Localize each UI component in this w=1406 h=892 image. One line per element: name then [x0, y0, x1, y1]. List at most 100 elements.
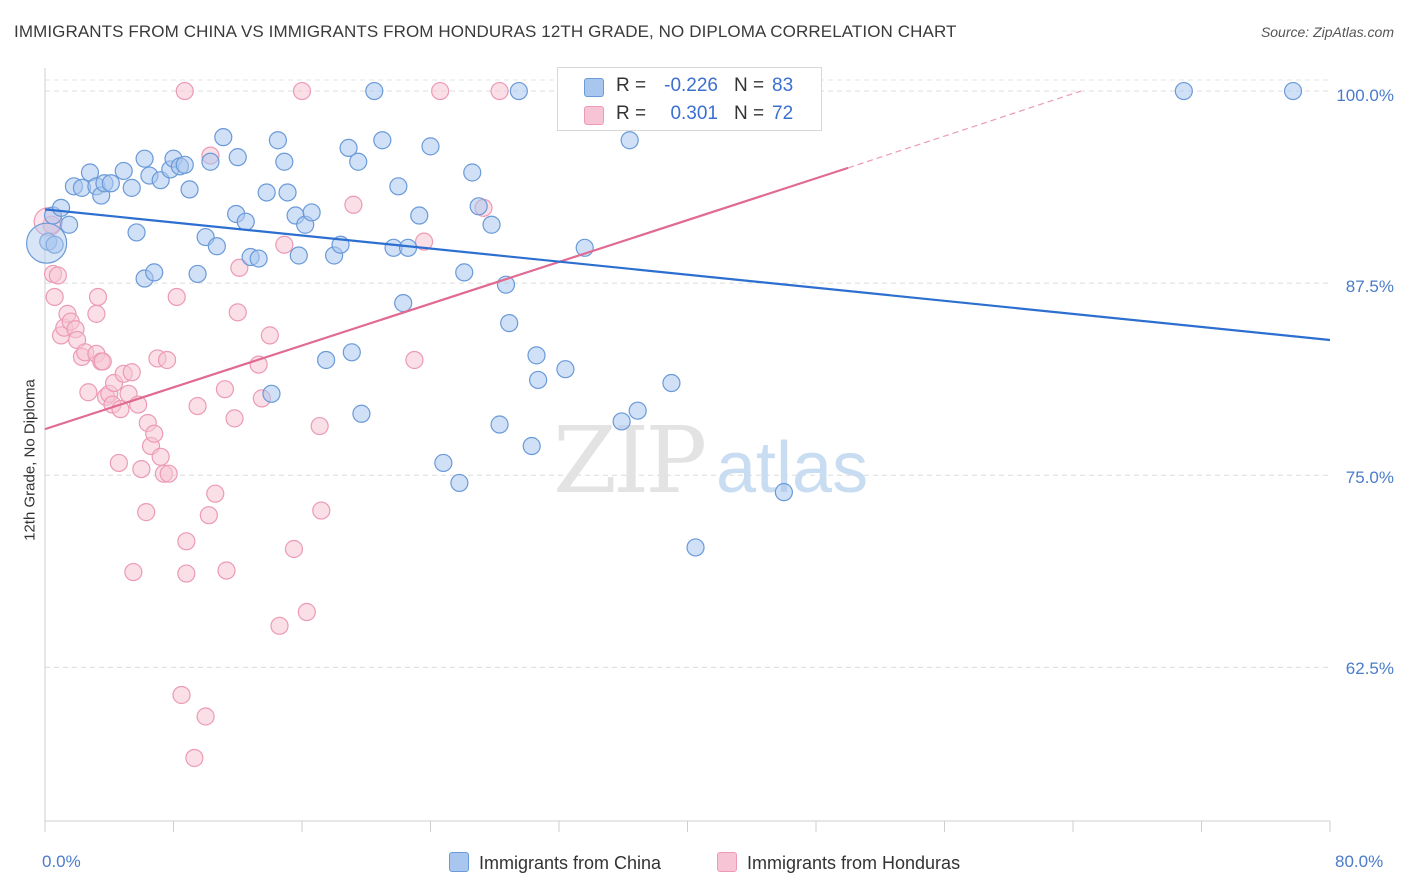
legend-item-china[interactable]: Immigrants from China — [449, 852, 661, 874]
china-swatch — [584, 78, 604, 97]
china-points — [26, 81, 1303, 557]
watermark-zip: ZIP — [553, 407, 704, 514]
honduras-point — [87, 304, 106, 323]
honduras-r-value: 0.301 — [670, 103, 718, 124]
y-tick-label: 75.0% — [1345, 468, 1394, 487]
china-point — [434, 453, 453, 473]
honduras-n-value: 72 — [772, 103, 794, 124]
legend-item-honduras[interactable]: Immigrants from Honduras — [717, 852, 960, 874]
china-point — [394, 294, 413, 313]
r-label: R = — [616, 103, 647, 124]
honduras-point — [122, 363, 141, 382]
honduras-point — [344, 195, 363, 214]
china-point — [450, 473, 469, 493]
r-label: R = — [616, 75, 647, 96]
china-n-value: 83 — [772, 75, 794, 96]
china-point — [289, 246, 308, 265]
x-tick-label-max: 80.0% — [1335, 852, 1384, 871]
y-tick-label: 100.0% — [1336, 86, 1394, 105]
china-point — [455, 263, 474, 282]
honduras-point — [270, 616, 289, 635]
china-r-value: -0.226 — [664, 75, 718, 96]
honduras-trend-line — [44, 166, 849, 431]
china-point — [500, 313, 519, 333]
legend-label-honduras: Immigrants from Honduras — [747, 853, 961, 873]
china-point — [349, 152, 368, 171]
grid-lines — [45, 79, 1330, 668]
honduras-point — [297, 602, 316, 622]
y-tick-label: 87.5% — [1345, 277, 1394, 296]
china-point — [122, 178, 141, 197]
china-point — [214, 128, 233, 147]
china-point — [612, 412, 631, 431]
honduras-point — [157, 350, 177, 370]
china-point — [620, 131, 639, 150]
honduras-point — [151, 447, 170, 466]
china-point — [686, 538, 705, 557]
honduras-point — [260, 326, 279, 345]
china-point — [662, 373, 681, 393]
honduras-point — [275, 235, 294, 254]
honduras-point — [431, 81, 450, 101]
china-point — [278, 183, 297, 202]
honduras-point — [93, 352, 112, 371]
n-label: N = — [734, 75, 765, 96]
china-point — [421, 137, 440, 156]
china-point — [365, 81, 384, 101]
watermark: ZIP atlas — [553, 407, 868, 514]
honduras-point — [137, 503, 156, 522]
trend-lines — [44, 90, 1331, 431]
honduras-point — [167, 287, 186, 307]
honduras-point — [490, 81, 509, 101]
china-point — [339, 138, 358, 158]
china-point — [509, 81, 528, 101]
honduras-trend-extension — [847, 90, 1082, 169]
honduras-point — [79, 383, 98, 402]
china-point — [135, 149, 154, 168]
honduras-point — [109, 453, 128, 473]
honduras-point — [217, 561, 236, 580]
honduras-point — [175, 81, 194, 101]
china-point — [236, 212, 255, 231]
legend-label-china: Immigrants from China — [479, 853, 662, 873]
honduras-point — [225, 409, 244, 428]
china-point — [1283, 81, 1303, 101]
china-point — [410, 206, 429, 225]
china-point — [529, 370, 548, 390]
china-point — [145, 263, 164, 282]
stats-legend: R = -0.226 N = 83 R = 0.301 N = 72 — [557, 67, 822, 131]
honduras-point — [185, 748, 204, 768]
china-point — [527, 346, 546, 365]
china-point — [490, 415, 509, 434]
honduras-point — [172, 685, 191, 705]
china-point — [352, 404, 371, 423]
china-point — [1174, 81, 1193, 101]
china-point — [556, 360, 575, 379]
honduras-point — [88, 287, 108, 307]
honduras-point — [228, 303, 247, 322]
china-point — [175, 155, 194, 174]
china-swatch — [449, 852, 469, 872]
honduras-point — [145, 424, 164, 443]
china-point — [45, 235, 64, 254]
honduras-point — [45, 287, 64, 307]
honduras-point — [48, 266, 67, 285]
honduras-swatch — [584, 106, 604, 125]
honduras-point — [177, 532, 196, 551]
x-tick-label-min: 0.0% — [42, 852, 81, 871]
honduras-point — [188, 396, 207, 416]
china-point — [628, 401, 647, 420]
china-point — [201, 152, 220, 171]
china-point — [373, 131, 392, 150]
china-point — [316, 350, 336, 370]
honduras-point — [230, 258, 249, 277]
n-label: N = — [734, 103, 765, 124]
y-axis-label: 12th Grade, No Diploma — [21, 379, 39, 541]
honduras-point — [414, 232, 434, 251]
honduras-point — [206, 484, 225, 503]
honduras-swatch — [717, 852, 737, 872]
china-point — [302, 203, 321, 222]
china-point — [275, 152, 294, 171]
y-tick-label: 62.5% — [1345, 659, 1394, 678]
